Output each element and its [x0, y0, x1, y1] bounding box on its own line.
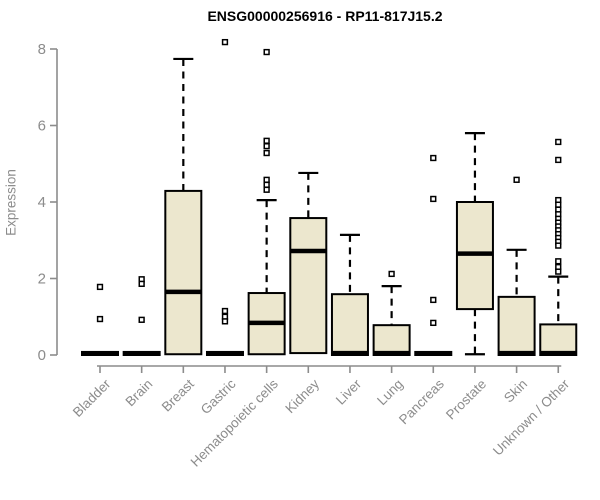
outlier-point — [555, 258, 562, 265]
boxplot-skin — [497, 176, 536, 356]
outlier-point — [96, 283, 104, 291]
boxplot-gastric — [205, 38, 244, 357]
outlier-point — [263, 176, 270, 183]
iqr-box — [372, 324, 411, 357]
y-tick-label: 6 — [38, 118, 46, 135]
iqr-box — [164, 189, 203, 356]
outlier-point — [555, 156, 562, 164]
outlier-point — [221, 307, 229, 315]
boxplot-kidney — [289, 171, 328, 355]
outlier-point — [555, 242, 562, 249]
outlier-point — [263, 48, 270, 56]
outlier-point — [513, 176, 520, 183]
outlier-point — [430, 195, 437, 203]
outlier-point — [138, 316, 145, 323]
y-tick-label: 0 — [38, 347, 46, 364]
outlier-point — [555, 201, 562, 208]
outlier-point — [221, 38, 229, 46]
outlier-point — [263, 137, 270, 144]
chart-title: ENSG00000256916 - RP11-817J15.2 — [207, 8, 443, 24]
boxplot-lung — [372, 270, 411, 357]
outlier-point — [430, 154, 437, 162]
iqr-box — [330, 293, 369, 356]
y-tick-label: 8 — [38, 41, 46, 58]
outlier-point — [263, 181, 270, 188]
outlier-point — [138, 280, 145, 288]
iqr-box — [539, 323, 578, 356]
outlier-point — [430, 296, 437, 304]
iqr-box — [289, 217, 328, 355]
outlier-point — [263, 149, 270, 157]
boxplot-prostate — [455, 132, 494, 356]
outlier-point — [388, 270, 395, 278]
outlier-point — [96, 315, 104, 323]
boxplot-pancreas — [414, 154, 453, 357]
y-tick-label: 2 — [38, 271, 46, 288]
outlier-point — [263, 186, 270, 193]
boxplot-breast — [164, 57, 203, 356]
outlier-point — [221, 318, 229, 325]
iqr-box — [497, 295, 536, 356]
boxplot-liver — [330, 233, 369, 356]
boxplot-brain — [122, 276, 161, 357]
outlier-point — [263, 143, 270, 150]
outlier-point — [430, 319, 437, 327]
y-tick-label: 4 — [38, 194, 46, 211]
outlier-point — [555, 268, 562, 275]
boxplot-hematopoietic-cells — [247, 48, 286, 356]
boxplot-unknown-other — [539, 138, 578, 356]
boxplot-bladder — [81, 283, 119, 357]
outlier-point — [555, 138, 562, 146]
